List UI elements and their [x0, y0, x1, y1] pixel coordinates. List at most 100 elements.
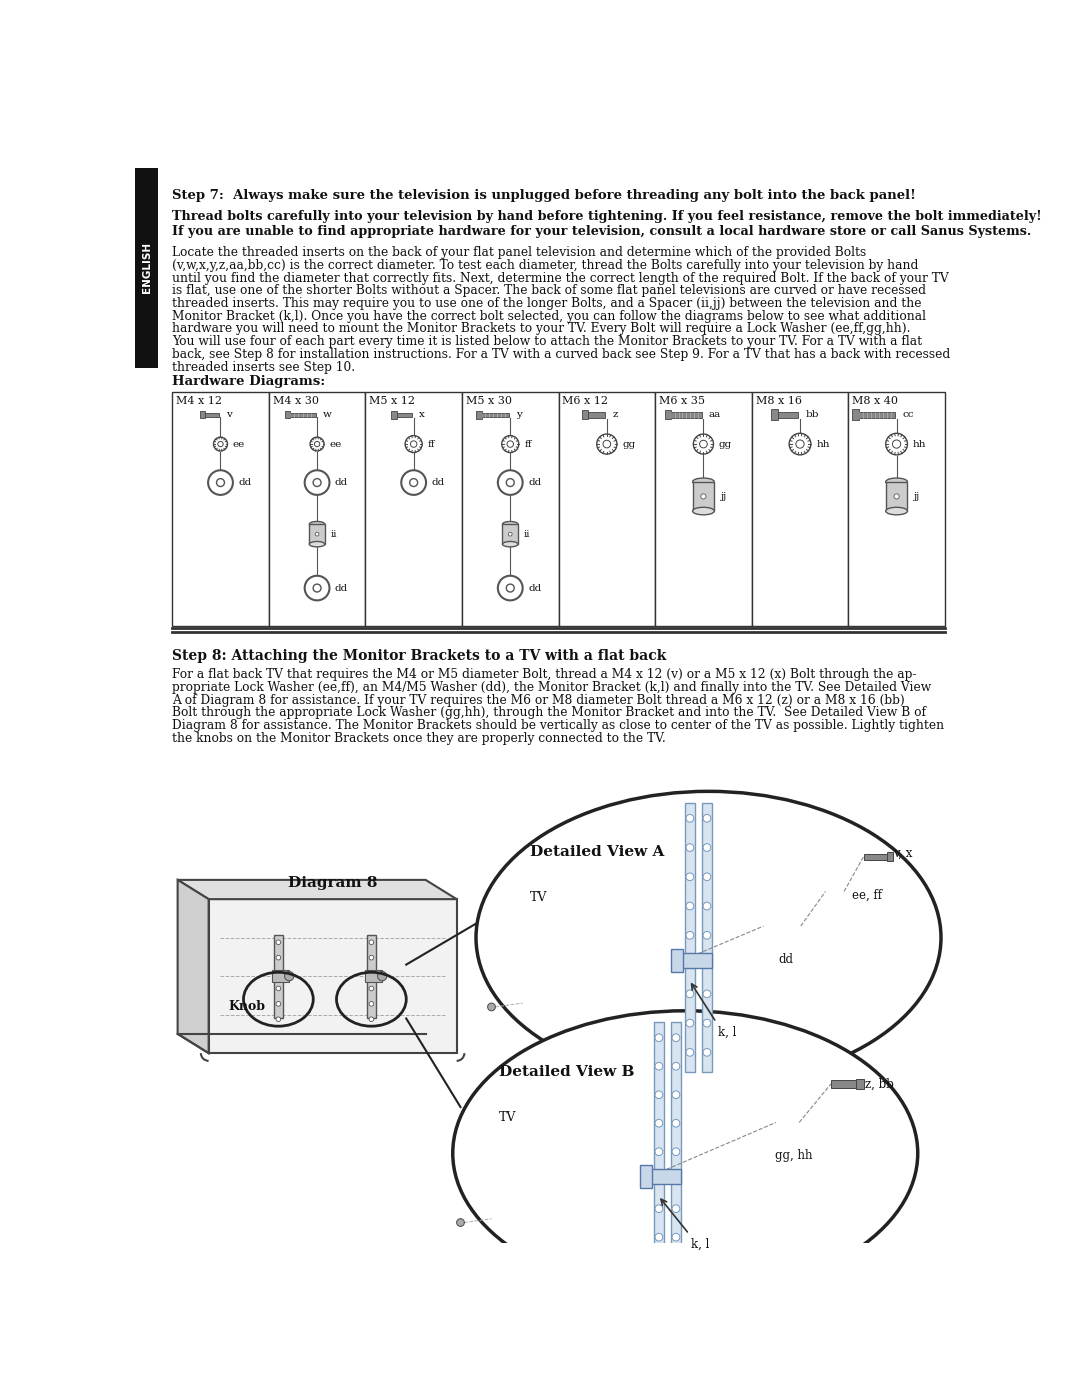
Text: jj: jj [719, 492, 726, 502]
Text: You will use four of each part every time it is listed below to attach the Monit: You will use four of each part every tim… [172, 335, 922, 348]
Bar [272, 970, 289, 982]
Ellipse shape [309, 542, 325, 546]
Polygon shape [208, 900, 457, 1053]
Circle shape [672, 1261, 679, 1270]
Bar [482, 412, 509, 418]
Text: ii: ii [330, 529, 337, 539]
Circle shape [276, 1002, 281, 1006]
Circle shape [509, 532, 512, 536]
Text: Step 7:  Always make sure the television is unplugged before threading any bolt : Step 7: Always make sure the television … [172, 189, 916, 203]
Circle shape [686, 961, 693, 968]
Text: M6 x 35: M6 x 35 [659, 395, 705, 405]
Bar [702, 803, 712, 1073]
Ellipse shape [692, 478, 714, 486]
Text: cc: cc [902, 411, 914, 419]
Text: z: z [612, 411, 618, 419]
Bar [269, 391, 365, 626]
Circle shape [405, 436, 422, 453]
Circle shape [310, 437, 324, 451]
Bar [831, 1080, 855, 1088]
Circle shape [369, 1002, 374, 1006]
Text: gg: gg [719, 440, 732, 448]
Text: ee, ff: ee, ff [852, 888, 882, 902]
Text: the knobs on the Monitor Brackets once they are properly connected to the TV.: the knobs on the Monitor Brackets once t… [172, 732, 666, 745]
Circle shape [409, 479, 418, 486]
Bar [674, 953, 713, 968]
Text: Diagram 8 for assistance. The Monitor Brackets should be vertically as close to : Diagram 8 for assistance. The Monitor Br… [172, 719, 944, 732]
Bar [864, 854, 887, 861]
Ellipse shape [886, 507, 907, 515]
Circle shape [208, 471, 233, 495]
Bar [172, 391, 269, 626]
Text: Thread bolts carefully into your television by hand before tightening. If you fe: Thread bolts carefully into your televis… [172, 210, 1042, 224]
Circle shape [686, 1049, 693, 1056]
Circle shape [276, 1017, 281, 1021]
Text: x: x [419, 411, 424, 419]
Circle shape [703, 1020, 711, 1027]
Text: ff: ff [524, 440, 531, 448]
Text: bb: bb [806, 411, 819, 419]
Circle shape [703, 932, 711, 939]
Bar [640, 1165, 652, 1187]
Circle shape [656, 1148, 663, 1155]
Circle shape [833, 887, 840, 895]
Ellipse shape [502, 521, 518, 527]
Text: propriate Lock Washer (ee,ff), an M4/M5 Washer (dd), the Monitor Bracket (k,l) a: propriate Lock Washer (ee,ff), an M4/M5 … [172, 680, 931, 694]
Bar [367, 935, 376, 1018]
Circle shape [369, 940, 374, 944]
Text: M8 x 16: M8 x 16 [756, 395, 801, 405]
Text: Diagram 8: Diagram 8 [288, 876, 377, 890]
Circle shape [784, 1118, 795, 1127]
Bar [656, 391, 752, 626]
Text: hardware you will need to mount the Monitor Brackets to your TV. Every Bolt will: hardware you will need to mount the Moni… [172, 323, 910, 335]
Circle shape [313, 584, 321, 592]
Circle shape [703, 844, 711, 851]
Circle shape [276, 986, 281, 990]
Text: M6 x 12: M6 x 12 [563, 395, 608, 405]
Circle shape [672, 1204, 679, 1213]
Circle shape [597, 434, 617, 454]
Circle shape [672, 1091, 679, 1098]
Ellipse shape [476, 791, 941, 1084]
Bar [558, 391, 656, 626]
Bar [685, 803, 694, 1073]
Circle shape [703, 961, 711, 968]
Text: M8 x 40: M8 x 40 [852, 395, 899, 405]
Circle shape [502, 436, 518, 453]
Bar [848, 391, 945, 626]
Text: ee: ee [329, 440, 341, 448]
Circle shape [686, 1020, 693, 1027]
Circle shape [507, 584, 514, 592]
Bar [771, 409, 779, 420]
Text: is flat, use one of the shorter Bolts without a Spacer. The back of some flat pa: is flat, use one of the shorter Bolts wi… [172, 285, 927, 298]
Text: jj: jj [913, 492, 919, 502]
Circle shape [402, 471, 427, 495]
Text: w: w [323, 411, 332, 419]
Text: dd: dd [528, 584, 541, 592]
Circle shape [777, 921, 788, 932]
Text: dd: dd [432, 478, 445, 488]
Circle shape [276, 940, 281, 944]
Text: ee: ee [233, 440, 245, 448]
Ellipse shape [886, 478, 907, 486]
Circle shape [314, 441, 320, 447]
Text: v, x: v, x [893, 847, 913, 859]
Bar [273, 935, 283, 1018]
Circle shape [672, 1062, 679, 1070]
Circle shape [656, 1034, 663, 1042]
Circle shape [656, 1204, 663, 1213]
Bar [860, 412, 895, 418]
Bar [365, 970, 382, 982]
Circle shape [305, 576, 329, 601]
Bar [289, 414, 315, 416]
Bar [664, 411, 671, 419]
Text: ii: ii [524, 529, 530, 539]
Text: Hardware Diagrams:: Hardware Diagrams: [172, 374, 325, 388]
Text: Monitor Bracket (k,l). Once you have the correct bolt selected, you can follow t: Monitor Bracket (k,l). Once you have the… [172, 310, 927, 323]
Circle shape [276, 956, 281, 960]
Circle shape [656, 1119, 663, 1127]
Text: dd: dd [335, 584, 348, 592]
Text: dd: dd [528, 478, 541, 488]
Text: M4 x 12: M4 x 12 [176, 395, 222, 405]
Circle shape [703, 1049, 711, 1056]
